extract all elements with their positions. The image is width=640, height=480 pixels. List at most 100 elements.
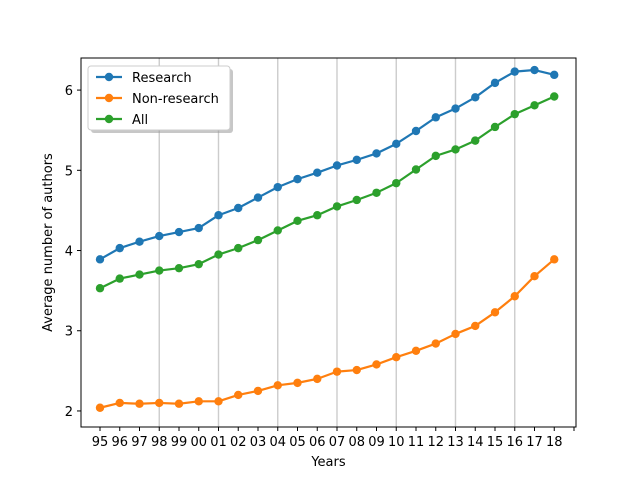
data-point-research xyxy=(510,67,519,76)
x-tick-label: 12 xyxy=(427,435,444,450)
x-tick-label: 07 xyxy=(329,435,346,450)
series-lines xyxy=(95,65,559,412)
data-point-research xyxy=(115,243,124,253)
y-tick-label: 6 xyxy=(65,84,73,99)
data-point-all xyxy=(352,195,361,205)
series-non-research xyxy=(95,255,559,412)
data-point-research xyxy=(313,168,322,177)
data-point-non-research xyxy=(431,339,440,348)
data-point-non-research xyxy=(115,398,124,408)
data-point-non-research xyxy=(135,399,144,408)
x-tick-label: 15 xyxy=(487,435,504,450)
data-point-research xyxy=(471,93,480,102)
x-tick-label: 00 xyxy=(190,435,207,450)
data-point-non-research xyxy=(293,378,302,388)
x-tick-label: 96 xyxy=(111,435,128,450)
data-point-all xyxy=(135,270,144,279)
data-point-non-research xyxy=(155,398,164,408)
data-point-all xyxy=(313,211,322,220)
data-point-all xyxy=(115,274,124,283)
data-point-non-research xyxy=(234,390,243,400)
data-point-non-research xyxy=(451,329,460,339)
data-point-non-research xyxy=(510,292,519,301)
data-point-research xyxy=(451,104,460,113)
data-point-all xyxy=(510,109,519,119)
data-point-research xyxy=(214,211,223,220)
data-point-non-research xyxy=(392,353,401,362)
data-point-research xyxy=(155,231,164,241)
series-line-non-research xyxy=(99,258,555,409)
data-point-research xyxy=(352,155,361,165)
x-tick-label: 98 xyxy=(151,435,168,450)
data-point-non-research xyxy=(332,367,342,376)
x-tick-label: 14 xyxy=(467,435,484,450)
x-tick-label: 05 xyxy=(289,435,306,450)
legend-box xyxy=(87,65,231,131)
x-tick-label: 97 xyxy=(131,435,148,450)
data-point-research xyxy=(530,65,539,75)
y-tick-label: 4 xyxy=(65,245,73,260)
legend-label: Research xyxy=(132,71,192,86)
x-axis-label: Years xyxy=(310,455,346,470)
data-point-research xyxy=(550,70,559,80)
data-point-all xyxy=(332,202,342,211)
data-point-all xyxy=(293,216,302,226)
data-point-non-research xyxy=(253,386,263,396)
y-tick-label: 2 xyxy=(65,405,73,420)
y-axis-label: Average number of authors xyxy=(41,153,56,332)
x-tick-label: 08 xyxy=(348,435,365,450)
data-point-non-research xyxy=(490,308,500,317)
data-point-all xyxy=(411,165,421,174)
y-tick-label: 3 xyxy=(65,325,73,340)
data-point-all xyxy=(431,151,440,161)
data-point-all xyxy=(174,263,184,273)
x-tick-label: 16 xyxy=(506,435,523,450)
data-point-non-research xyxy=(194,397,203,406)
data-point-all xyxy=(234,243,243,253)
data-point-all xyxy=(155,266,164,275)
data-point-all xyxy=(392,178,401,188)
legend-swatch-marker xyxy=(104,93,114,103)
data-point-research xyxy=(234,203,243,213)
data-point-all xyxy=(550,92,559,101)
data-point-research xyxy=(490,78,500,88)
x-tick-label: 10 xyxy=(388,435,405,450)
data-point-research xyxy=(273,182,282,192)
y-axis-ticks: 2 3 4 5 6 xyxy=(65,84,81,420)
axes-frame xyxy=(80,57,577,428)
legend-label: Non-research xyxy=(132,92,219,107)
data-point-all xyxy=(490,122,500,132)
data-point-research xyxy=(372,149,381,158)
data-point-non-research xyxy=(411,346,421,355)
y-tick-label: 5 xyxy=(65,164,73,179)
x-tick-label: 01 xyxy=(210,435,227,450)
data-point-non-research xyxy=(550,255,559,264)
x-tick-label: 11 xyxy=(408,435,425,450)
data-point-non-research xyxy=(372,360,381,369)
x-tick-label: 99 xyxy=(171,435,188,450)
x-tick-label: 03 xyxy=(250,435,267,450)
data-point-non-research xyxy=(273,381,282,390)
data-point-research xyxy=(174,227,184,237)
data-point-research xyxy=(332,161,342,170)
legend-entry-non-research: Non-research xyxy=(96,92,219,107)
data-point-non-research xyxy=(471,321,480,331)
x-tick-label: 04 xyxy=(269,435,286,450)
data-point-research xyxy=(392,139,401,149)
series-research xyxy=(95,65,559,264)
data-point-research xyxy=(293,174,302,184)
data-point-non-research xyxy=(352,365,361,375)
x-tick-label: 95 xyxy=(92,435,109,450)
series-all xyxy=(95,92,559,293)
data-point-research xyxy=(95,255,105,264)
data-point-all xyxy=(194,259,203,269)
data-point-non-research xyxy=(313,374,322,384)
x-tick-label: 18 xyxy=(546,435,563,450)
legend-entry-research: Research xyxy=(96,71,192,86)
data-point-research xyxy=(135,237,144,246)
data-point-research xyxy=(194,223,203,233)
data-point-all xyxy=(372,188,381,197)
data-point-all xyxy=(253,235,263,245)
data-point-all xyxy=(95,284,105,293)
